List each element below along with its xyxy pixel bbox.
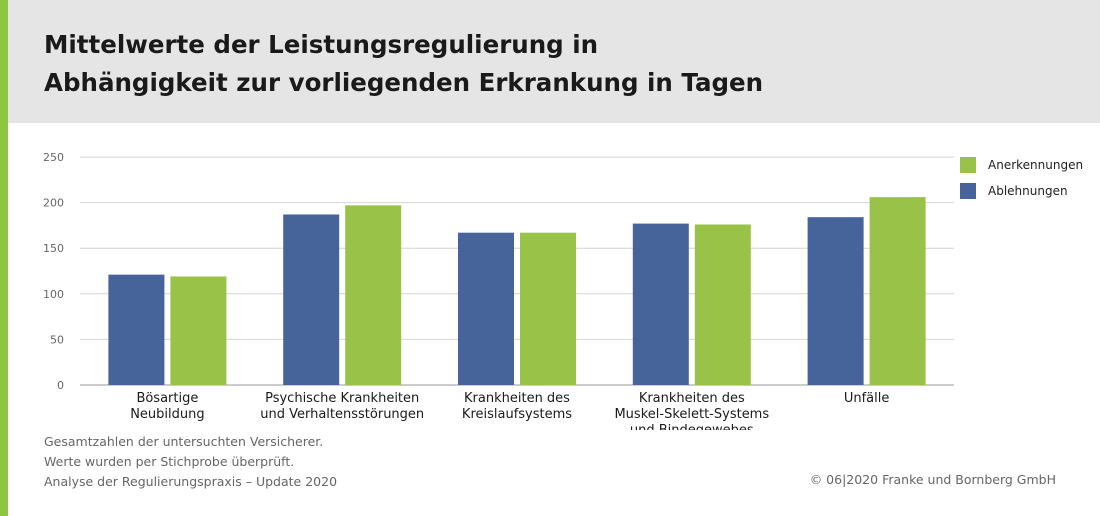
title-line-2: Abhängigkeit zur vorliegenden Erkrankung… [44, 68, 764, 97]
bar-ablehnungen-2 [458, 232, 514, 385]
legend-label-ablehnungen: Ablehnungen [988, 184, 1068, 198]
bar-ablehnungen-3 [632, 223, 689, 385]
legend-swatch-ablehnungen [960, 183, 976, 199]
bar-anerkennungen-4 [869, 197, 926, 385]
bar-anerkennungen-3 [694, 224, 751, 385]
y-tick-label: 250 [43, 151, 64, 164]
footnote-1: Gesamtzahlen der untersuchten Versichere… [44, 434, 324, 449]
y-tick-label: 0 [57, 379, 64, 392]
y-tick-label: 200 [43, 197, 64, 210]
y-tick-label: 150 [43, 242, 64, 255]
header: Mittelwerte der Leistungsregulierung in … [8, 0, 1100, 123]
category-label: Unfälle [844, 391, 890, 406]
category-label: Krankheiten des [639, 391, 745, 406]
category-label: Kreislaufsystems [462, 407, 572, 422]
page-title: Mittelwerte der Leistungsregulierung in … [44, 26, 763, 102]
bar-anerkennungen-2 [520, 232, 576, 385]
copyright: © 06|2020 Franke und Bornberg GmbH [809, 472, 1056, 487]
legend-item-anerkennungen: Anerkennungen [960, 156, 1083, 174]
footnote-3: Analyse der Regulierungspraxis – Update … [44, 474, 338, 489]
category-label: Psychische Krankheiten [265, 391, 419, 406]
category-label: und Verhaltensstörungen [260, 407, 424, 422]
legend-item-ablehnungen: Ablehnungen [960, 182, 1083, 200]
title-line-1: Mittelwerte der Leistungsregulierung in [44, 30, 599, 59]
category-label: und Bindegewebes [630, 423, 754, 430]
bar-anerkennungen-1 [345, 205, 402, 385]
footnote-2: Werte wurden per Stichprobe überprüft. [44, 454, 295, 469]
bar-ablehnungen-0 [108, 274, 165, 385]
accent-bar [0, 0, 8, 516]
category-label: Krankheiten des [464, 391, 570, 406]
legend: Anerkennungen Ablehnungen [960, 156, 1083, 208]
legend-label-anerkennungen: Anerkennungen [988, 158, 1084, 172]
category-label: Bösartige [136, 391, 198, 406]
footnotes: Gesamtzahlen der untersuchten Versichere… [44, 432, 337, 492]
bar-ablehnungen-4 [807, 217, 864, 385]
bar-anerkennungen-0 [170, 276, 227, 385]
y-tick-label: 50 [50, 333, 64, 346]
category-label: Muskel-Skelett-Systems [614, 407, 769, 422]
bar-ablehnungen-1 [283, 214, 340, 385]
y-tick-label: 100 [43, 288, 64, 301]
legend-swatch-anerkennungen [960, 157, 976, 173]
category-label: Neubildung [130, 407, 204, 422]
